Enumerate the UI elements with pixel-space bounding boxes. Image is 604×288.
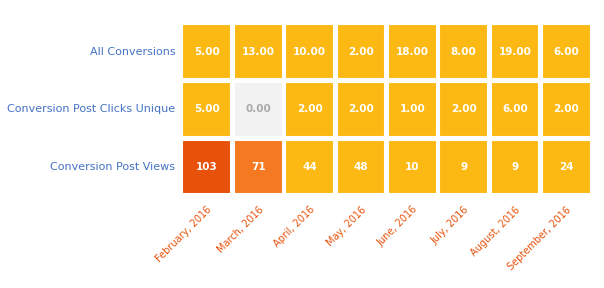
Text: 13.00: 13.00 <box>242 47 275 57</box>
Text: 2.00: 2.00 <box>553 105 579 114</box>
Text: 2.00: 2.00 <box>451 105 477 114</box>
Text: 24: 24 <box>559 162 574 172</box>
Bar <box>336 24 385 79</box>
Text: 2.00: 2.00 <box>348 105 374 114</box>
Bar <box>490 24 539 79</box>
Text: 2.00: 2.00 <box>348 47 374 57</box>
Bar <box>336 82 385 137</box>
Bar <box>439 82 488 137</box>
Text: 6.00: 6.00 <box>502 105 528 114</box>
Text: March, 2016: March, 2016 <box>215 204 265 255</box>
Text: April, 2016: April, 2016 <box>272 204 316 249</box>
Text: 5.00: 5.00 <box>194 105 220 114</box>
Text: 6.00: 6.00 <box>553 47 579 57</box>
Text: August, 2016: August, 2016 <box>469 204 522 257</box>
Bar <box>234 24 283 79</box>
Text: 9: 9 <box>512 162 518 172</box>
Bar <box>234 82 283 137</box>
Bar <box>542 24 591 79</box>
Bar <box>182 82 231 137</box>
Bar <box>285 24 334 79</box>
Bar <box>285 140 334 194</box>
Text: 0.00: 0.00 <box>245 105 271 114</box>
Bar <box>388 24 437 79</box>
Text: June, 2016: June, 2016 <box>375 204 419 249</box>
Text: 48: 48 <box>353 162 368 172</box>
Bar <box>439 24 488 79</box>
Text: September, 2016: September, 2016 <box>506 204 573 272</box>
Text: 71: 71 <box>251 162 266 172</box>
Bar <box>388 82 437 137</box>
Bar <box>439 140 488 194</box>
Bar <box>542 82 591 137</box>
Bar <box>542 140 591 194</box>
Text: 8.00: 8.00 <box>451 47 477 57</box>
Text: 9: 9 <box>460 162 467 172</box>
Text: 5.00: 5.00 <box>194 47 220 57</box>
Text: 103: 103 <box>196 162 218 172</box>
Text: 1.00: 1.00 <box>399 105 425 114</box>
Text: 10: 10 <box>405 162 420 172</box>
Text: 10.00: 10.00 <box>293 47 326 57</box>
Bar <box>182 140 231 194</box>
Text: Conversion Post Clicks Unique: Conversion Post Clicks Unique <box>7 105 175 114</box>
Bar <box>234 140 283 194</box>
Text: July, 2016: July, 2016 <box>429 204 471 246</box>
Text: 2.00: 2.00 <box>297 105 323 114</box>
Text: May, 2016: May, 2016 <box>325 204 368 248</box>
Text: All Conversions: All Conversions <box>89 47 175 57</box>
Text: 18.00: 18.00 <box>396 47 429 57</box>
Bar <box>336 140 385 194</box>
Text: 44: 44 <box>302 162 317 172</box>
Text: Conversion Post Views: Conversion Post Views <box>50 162 175 172</box>
Bar <box>388 140 437 194</box>
Text: 19.00: 19.00 <box>498 47 532 57</box>
Bar <box>490 140 539 194</box>
Bar <box>182 24 231 79</box>
Text: February, 2016: February, 2016 <box>155 204 214 264</box>
Bar <box>490 82 539 137</box>
Bar <box>285 82 334 137</box>
